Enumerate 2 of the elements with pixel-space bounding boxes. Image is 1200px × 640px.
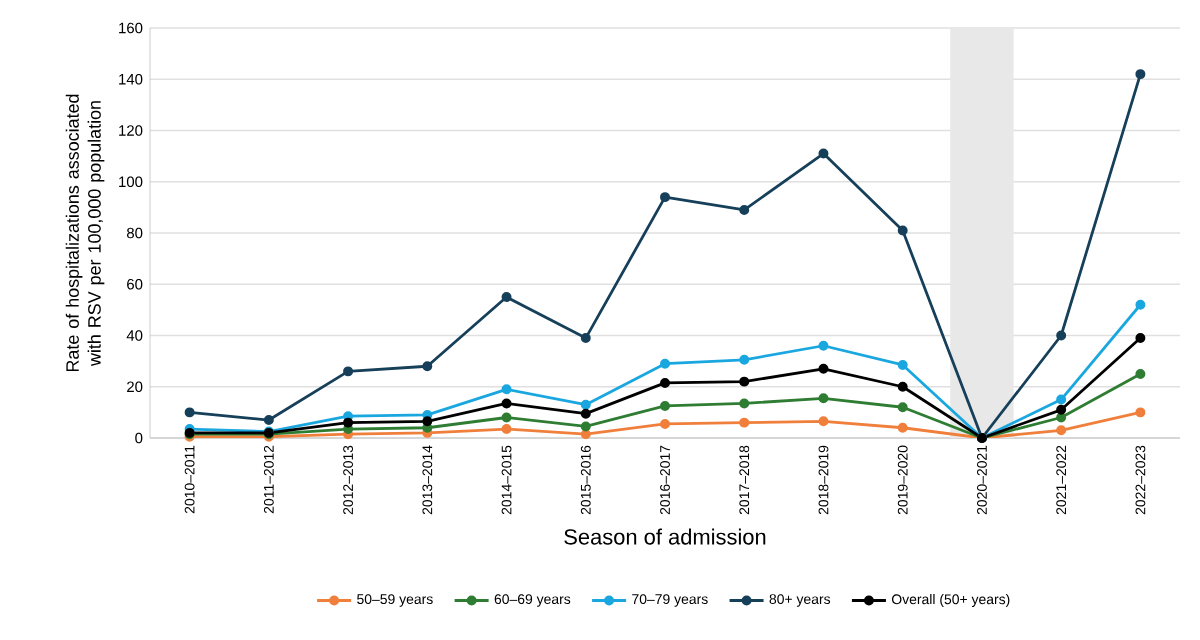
x-axis-title: Season of admission bbox=[564, 528, 766, 545]
y-axis-title: Rate of hospitalizations associated with RSV per 100,000 population bbox=[65, 94, 105, 372]
